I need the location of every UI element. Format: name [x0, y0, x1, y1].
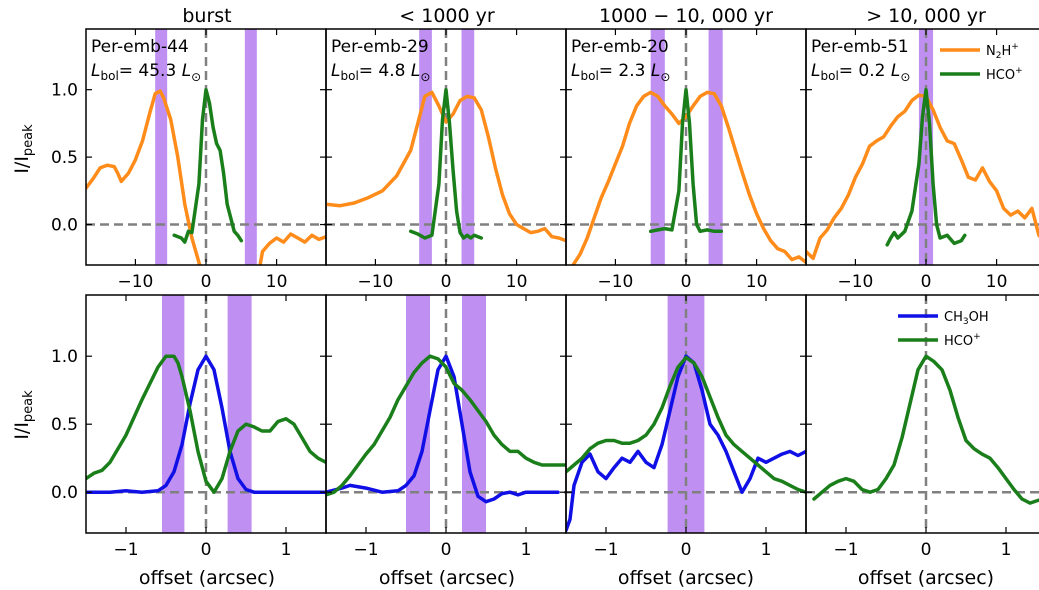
source-label-per-emb-51: Per-emb-51 [811, 37, 909, 57]
legend-bottom: CH3OH HCO+ [898, 310, 989, 349]
xtick-label: 10 [746, 272, 768, 292]
xtick-label: 0 [441, 540, 452, 560]
xtick-label: 1 [1001, 540, 1012, 560]
panel-1-series-n2h [86, 89, 326, 265]
panel-4-plot-area [806, 29, 1039, 265]
panel-2-series-n2h [326, 90, 566, 243]
column-title-1000-10000: 1000 − 10, 000 yr [599, 5, 773, 27]
xtick-label: 0 [921, 540, 932, 560]
source-label-per-emb-29: Per-emb-29 [331, 37, 429, 57]
panel-1-plot-area [86, 29, 326, 265]
xtick-label: 0 [201, 272, 212, 292]
legend-top-n2h-label: N2H+ [986, 42, 1019, 61]
panel-2: −10 0 10 [325, 28, 567, 292]
panel-7: −1 0 1 [565, 294, 807, 560]
xtick-label: 1 [521, 540, 532, 560]
ytick-label: 1.0 [51, 81, 78, 101]
panel-2-band-2 [461, 29, 475, 265]
panel-5-series-hco [86, 354, 326, 494]
xtick-label: 10 [266, 272, 288, 292]
xtick-label: 1 [761, 540, 772, 560]
source-label-per-emb-44: Per-emb-44 [91, 37, 189, 57]
ylabel-top: I/Ipeak [11, 124, 36, 174]
column-title-lt1000: < 1000 yr [399, 5, 495, 27]
xtick-label: 10 [986, 272, 1008, 292]
panel-6-band-1 [406, 295, 430, 533]
xlabel-col3: offset (arcsec) [618, 567, 754, 589]
panel-5-band-1 [162, 295, 185, 533]
xlabel-col2: offset (arcsec) [379, 567, 515, 589]
ylabel-bottom: I/Ipeak [11, 390, 36, 440]
xlabel-col1: offset (arcsec) [139, 567, 275, 589]
panel-3-band-1 [650, 29, 665, 265]
xtick-label: 1 [281, 540, 292, 560]
xtick-label: −1 [833, 540, 858, 560]
panel-6-series-ch3oh [326, 354, 560, 504]
panel-8-plot-area [806, 295, 1039, 533]
legend-top-hco-label: HCO+ [986, 66, 1023, 83]
lbol-label-per-emb-51: Lbol= 0.2 L⊙ [811, 61, 910, 84]
legend-top: N2H+ HCO+ [940, 42, 1023, 83]
panel-6-plot-area [326, 295, 566, 533]
panel-1: 0.0 0.5 1.0 −10 0 10 [51, 28, 327, 292]
panel-8-series-hco [812, 354, 1039, 505]
lbol-label-per-emb-29: Lbol= 4.8 L⊙ [331, 61, 430, 84]
xtick-label: −10 [117, 272, 153, 292]
xtick-label: −10 [357, 272, 393, 292]
ytick-label: 0.5 [51, 148, 78, 168]
xtick-label: 10 [506, 272, 528, 292]
xtick-label: 0 [201, 540, 212, 560]
panels: 0.00.51.0−10 0 10 −10 0 10 −10 0 10 −10 0 100.00.51… [51, 28, 1039, 560]
panel-2-plot-area [326, 29, 566, 265]
legend-bottom-hco-label: HCO+ [944, 332, 981, 349]
xtick-label: −1 [353, 540, 378, 560]
panel-3-plot-area [566, 29, 806, 265]
panel-3-series-hco [648, 87, 724, 234]
column-title-burst: burst [182, 5, 231, 27]
panel-8-frame [805, 294, 1039, 534]
panel-5-series-ch3oh [86, 354, 326, 494]
xtick-label: −1 [113, 540, 138, 560]
xtick-label: −10 [597, 272, 633, 292]
ytick-label: 1.0 [51, 347, 78, 367]
panel-1-band-1 [155, 29, 168, 265]
panel-1-band-2 [244, 29, 257, 265]
lbol-label-per-emb-20: Lbol= 2.3 L⊙ [571, 61, 670, 84]
panel-2-series-hco [408, 87, 484, 240]
panel-5-plot-area [86, 295, 326, 533]
panel-1-series-hco [172, 87, 244, 244]
panel-5-band-2 [227, 295, 252, 533]
panel-5: 0.0 0.5 1.0 −1 0 1 [51, 294, 327, 560]
xtick-label: 0 [681, 540, 692, 560]
legend-bottom-ch3oh-label: CH3OH [944, 310, 989, 327]
xlabel-col4: offset (arcsec) [858, 567, 994, 589]
lbol-label-per-emb-44: Lbol= 45.3 L⊙ [91, 61, 201, 84]
source-label-per-emb-20: Per-emb-20 [571, 37, 669, 57]
panel-7-series-ch3oh [566, 354, 806, 533]
panel-3-band-2 [708, 29, 723, 265]
panel-3: −10 0 10 [565, 28, 807, 292]
column-title-gt10000: > 10, 000 yr [866, 5, 986, 27]
ytick-label: 0.0 [51, 216, 78, 236]
ytick-label: 0.0 [51, 483, 78, 503]
panel-8: −1 0 1 [805, 294, 1039, 560]
panel-6: −1 0 1 [325, 294, 567, 560]
panel-4-series-hco [885, 87, 967, 247]
xtick-label: 0 [441, 272, 452, 292]
xtick-label: −1 [593, 540, 618, 560]
ytick-label: 0.5 [51, 415, 78, 435]
panel-6-series-hco [326, 354, 566, 497]
panel-7-plot-area [566, 295, 806, 533]
xtick-label: −10 [837, 272, 873, 292]
panel-4: −10 0 10 [805, 28, 1039, 292]
panel-3-series-n2h [570, 90, 806, 265]
panel-7-series-hco [566, 355, 806, 494]
panel-2-band-1 [419, 29, 432, 265]
xtick-label: 0 [921, 272, 932, 292]
xtick-label: 0 [681, 272, 692, 292]
